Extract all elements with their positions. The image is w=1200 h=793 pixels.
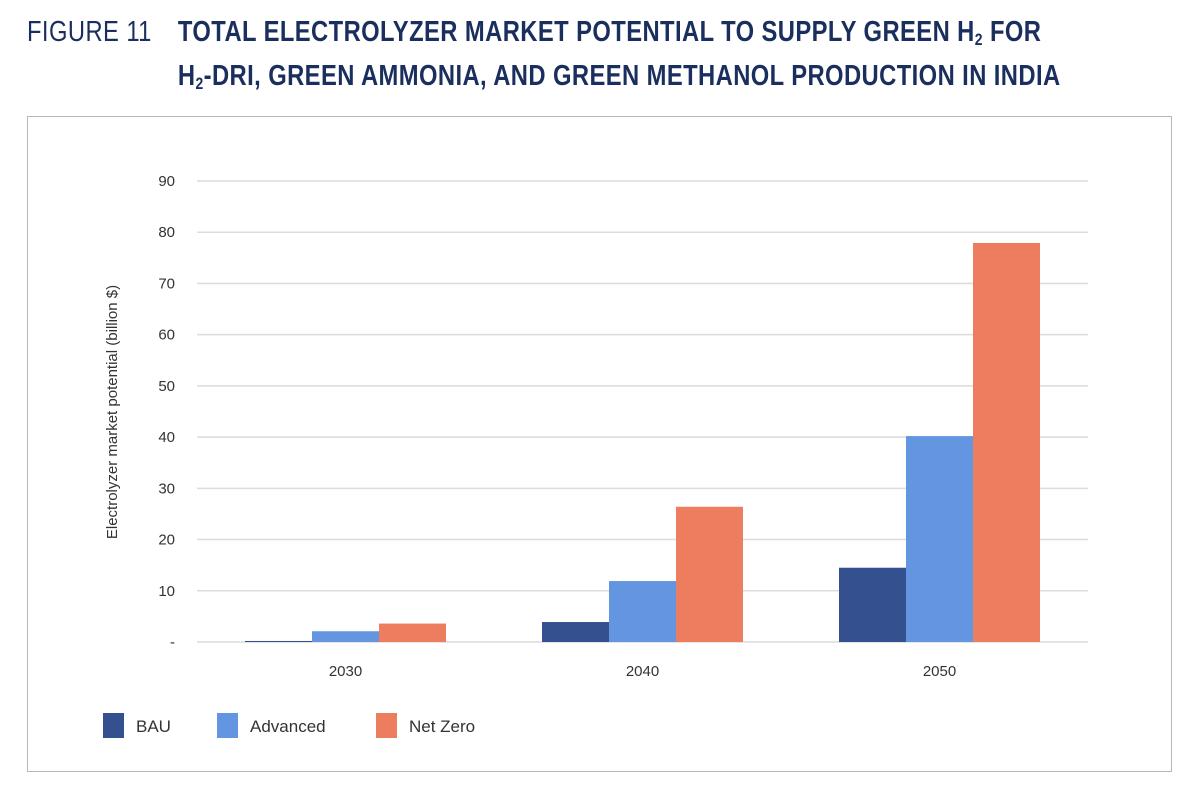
legend-label: BAU — [136, 717, 171, 736]
y-tick-label: 10 — [158, 583, 175, 600]
y-tick-label: 50 — [158, 378, 175, 395]
figure-label: FIGURE 11 — [27, 16, 152, 48]
bar-advanced-2040 — [609, 581, 676, 642]
legend-item-advanced: Advanced — [217, 713, 326, 738]
chart-frame — [27, 116, 1172, 772]
bar-bau-2040 — [542, 622, 609, 642]
x-tick-label: 2050 — [923, 663, 956, 680]
x-tick-label: 2040 — [626, 663, 659, 680]
y-tick-label: 20 — [158, 532, 175, 549]
bar-bau-2050 — [839, 567, 906, 642]
bar-bau-2030 — [245, 640, 312, 642]
legend-swatch — [376, 713, 397, 738]
legend-item-bau: BAU — [103, 713, 171, 738]
legend-label: Advanced — [250, 717, 326, 736]
y-tick-label: 80 — [158, 224, 175, 241]
y-tick-label: 40 — [158, 429, 175, 446]
title-line-2: H2-DRI, GREEN AMMONIA, AND GREEN METHANO… — [177, 60, 1061, 93]
legend-item-net-zero: Net Zero — [376, 713, 475, 738]
legend-label: Net Zero — [409, 717, 475, 736]
y-tick-label: 70 — [158, 275, 175, 292]
figure-title: FIGURE 11 TOTAL ELECTROLYZER MARKET POTEN… — [27, 14, 1061, 102]
bar-net-zero-2030 — [379, 623, 446, 642]
x-tick-label: 2030 — [329, 663, 362, 680]
bar-advanced-2050 — [906, 436, 973, 642]
y-tick-label: 60 — [158, 327, 175, 344]
y-tick-label: 90 — [158, 173, 175, 190]
y-tick-label: 30 — [158, 480, 175, 497]
legend-swatch — [103, 713, 124, 738]
y-axis-label: Electrolyzer market potential (billion $… — [104, 285, 121, 539]
legend-swatch — [217, 713, 238, 738]
title-line-1: TOTAL ELECTROLYZER MARKET POTENTIAL TO S… — [177, 16, 1042, 49]
bar-net-zero-2050 — [973, 242, 1040, 642]
y-tick-label: - — [170, 634, 175, 651]
bar-net-zero-2040 — [676, 506, 743, 642]
bar-advanced-2030 — [312, 631, 379, 642]
